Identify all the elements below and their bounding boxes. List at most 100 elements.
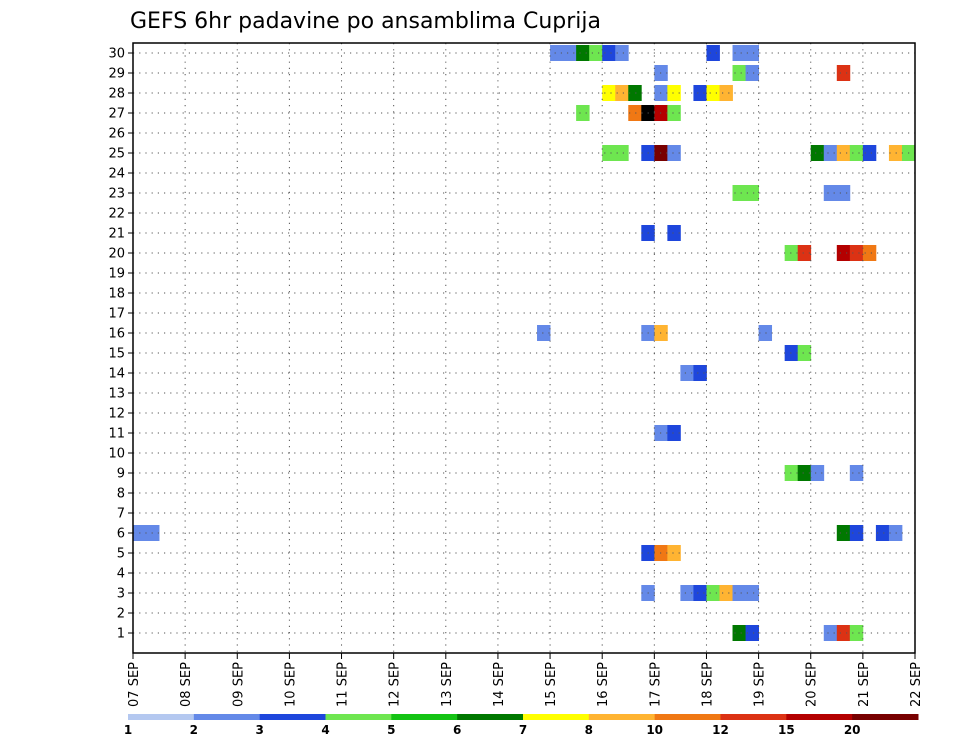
- precip-cell: [849, 145, 864, 161]
- y-tick-label: 30: [108, 47, 125, 62]
- precip-cell: [602, 145, 616, 161]
- precip-cell: [680, 585, 694, 601]
- grid-layer: [133, 43, 915, 653]
- colorbar-label: 6: [453, 723, 461, 737]
- colorbar-swatch: [193, 714, 261, 720]
- chart-title: GEFS 6hr padavine po ansamblima Cuprija: [130, 9, 601, 34]
- precip-cell: [875, 525, 890, 541]
- precip-cell: [836, 625, 851, 641]
- precip-cell: [680, 365, 694, 381]
- precip-cell: [745, 65, 759, 81]
- precip-cell: [615, 45, 629, 61]
- x-tick-label: 10 SEP: [283, 662, 298, 707]
- colorbar-label: 8: [585, 723, 593, 737]
- colorbar-label: 2: [190, 723, 198, 737]
- precip-cell: [836, 245, 851, 261]
- precip-cell: [602, 85, 616, 101]
- y-tick-label: 2: [117, 607, 125, 622]
- y-tick-label: 13: [108, 387, 125, 402]
- y-tick-label: 8: [117, 487, 125, 502]
- precip-cell: [615, 145, 629, 161]
- x-tick-label: 16 SEP: [596, 662, 611, 707]
- precip-cell: [693, 365, 707, 381]
- precip-cell: [667, 145, 681, 161]
- colorbar-swatch: [457, 714, 524, 720]
- precip-cell: [745, 585, 759, 601]
- colorbar-label: 4: [321, 723, 329, 737]
- colorbar-swatch: [128, 714, 195, 720]
- x-tick-label: 08 SEP: [179, 662, 194, 707]
- precip-cell: [628, 85, 642, 101]
- colorbar-label: 12: [712, 723, 729, 737]
- colorbar-swatch: [654, 714, 721, 720]
- colorbar-swatch: [391, 714, 458, 720]
- y-tick-label: 28: [108, 87, 125, 102]
- precip-cell: [849, 525, 864, 541]
- precip-cell: [862, 245, 877, 261]
- precip-cell: [810, 145, 825, 161]
- y-tick-label: 24: [108, 167, 125, 182]
- x-tick-label: 09 SEP: [231, 662, 246, 707]
- x-tick-label: 20 SEP: [805, 662, 820, 707]
- plot-frame: [132, 42, 916, 654]
- y-tick-label: 10: [108, 447, 125, 462]
- precip-cell: [745, 625, 759, 641]
- y-tick-label: 12: [108, 407, 125, 422]
- x-tick-label: 19 SEP: [753, 662, 768, 707]
- precip-cell: [732, 45, 746, 61]
- colorbar-swatch: [852, 714, 919, 720]
- x-tick-label: 11 SEP: [336, 662, 351, 707]
- x-tick-label: 12 SEP: [388, 662, 403, 707]
- y-tick-label: 18: [108, 287, 125, 302]
- precip-cell: [615, 85, 629, 101]
- y-tick-label: 17: [108, 307, 125, 322]
- y-tick-label: 1: [117, 627, 125, 642]
- precip-cell: [797, 465, 812, 481]
- y-tick-label: 25: [108, 147, 125, 162]
- y-tick-label: 4: [117, 567, 125, 582]
- precip-cell: [667, 425, 681, 441]
- precip-cell: [706, 45, 720, 61]
- precip-cell: [667, 225, 681, 241]
- precip-cell: [732, 185, 746, 201]
- x-tick-label: 15 SEP: [544, 662, 559, 707]
- x-tick-label: 14 SEP: [492, 662, 507, 707]
- y-tick-label: 20: [108, 247, 125, 262]
- precip-cell: [667, 85, 681, 101]
- y-tick-label: 9: [117, 467, 125, 482]
- colorbar-swatch: [523, 714, 590, 720]
- precip-cell: [849, 625, 864, 641]
- precip-cell: [823, 625, 838, 641]
- cells-layer: [133, 45, 916, 641]
- y-tick-label: 7: [117, 507, 125, 522]
- precip-cell: [576, 45, 590, 61]
- colorbar-label: 10: [646, 723, 663, 737]
- colorbar: 1 2 3 4 5 6 7 8 10 12 15 20: [124, 714, 919, 737]
- precip-cell: [745, 185, 759, 201]
- y-tick-label: 5: [117, 547, 125, 562]
- precip-cell: [732, 625, 746, 641]
- colorbar-swatch: [720, 714, 787, 720]
- colorbar-label: 7: [519, 723, 527, 737]
- y-tick-label: 21: [108, 227, 125, 242]
- precip-cell: [732, 65, 746, 81]
- precip-cell: [589, 45, 603, 61]
- precip-cell: [719, 85, 733, 101]
- precip-cell: [693, 85, 707, 101]
- y-tick-label: 19: [108, 267, 125, 282]
- precip-cell: [550, 45, 564, 61]
- y-tick-label: 26: [108, 127, 125, 142]
- x-axis: 07 SEP 08 SEP 09 SEP 10 SEP 11 SEP 12 SEP 13 S…: [127, 653, 924, 707]
- colorbar-label: 20: [844, 723, 861, 737]
- precip-cell: [758, 325, 773, 341]
- y-tick-label: 6: [117, 527, 125, 542]
- colorbar-label: 15: [778, 723, 795, 737]
- y-tick-label: 15: [108, 347, 125, 362]
- colorbar-label: 5: [387, 723, 395, 737]
- colorbar-swatch: [259, 714, 326, 720]
- x-tick-label: 18 SEP: [700, 662, 715, 707]
- precip-cell: [823, 185, 838, 201]
- precip-cell: [667, 105, 681, 121]
- x-tick-label: 21 SEP: [857, 662, 872, 707]
